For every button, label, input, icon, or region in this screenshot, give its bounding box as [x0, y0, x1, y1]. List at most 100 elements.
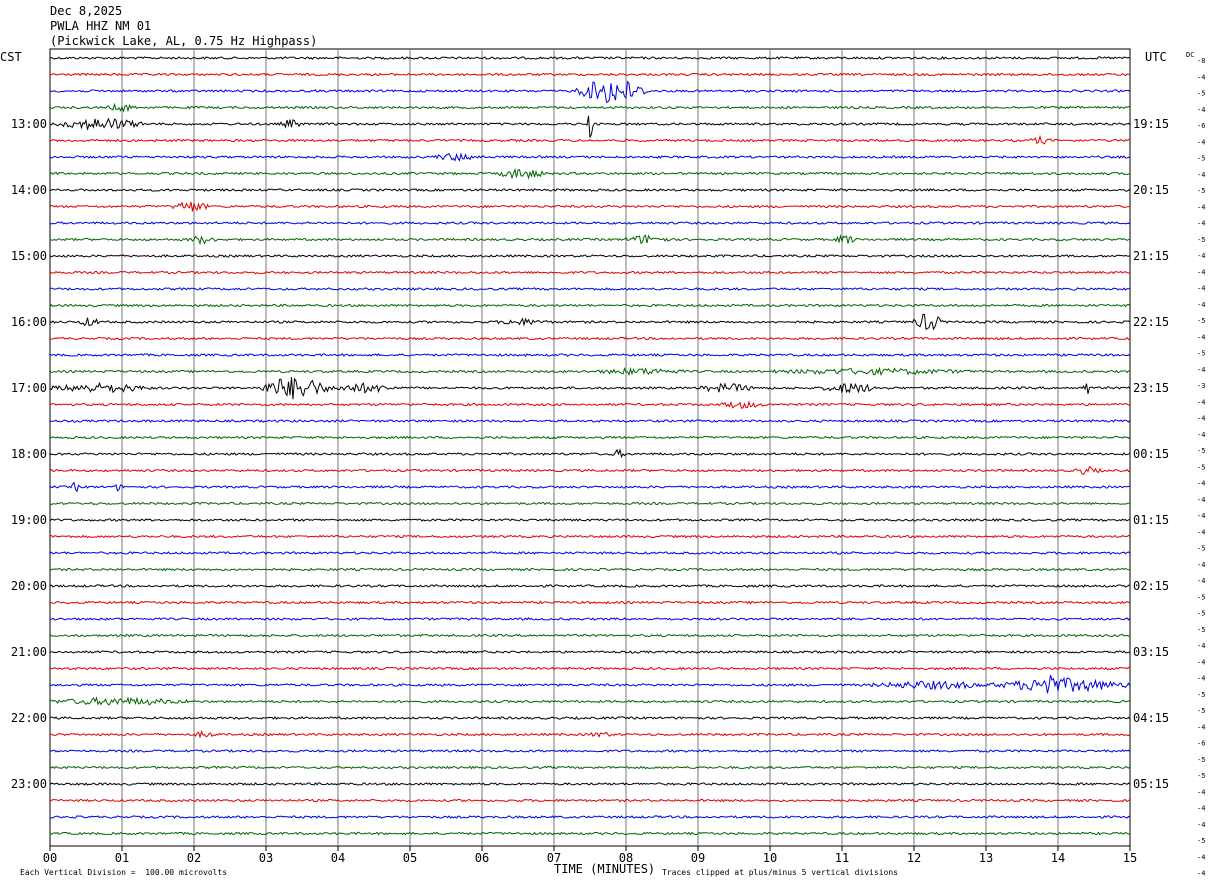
trace-line — [49, 167, 1131, 180]
dc-offset-label: -5 — [1197, 350, 1205, 358]
dc-offset-label: -5 — [1197, 236, 1205, 244]
dc-offset-label: -3 — [1197, 382, 1205, 390]
left-hour-label: 21:00 — [11, 645, 47, 659]
trace-line — [49, 749, 1131, 753]
left-timezone-label: CST — [0, 50, 22, 64]
left-hour-label: 16:00 — [11, 315, 47, 329]
x-tick-label: 00 — [43, 851, 57, 865]
x-tick-label: 06 — [475, 851, 489, 865]
left-hour-label: 17:00 — [11, 381, 47, 395]
dc-offset-label: -4 — [1197, 138, 1205, 146]
left-hour-label: 19:00 — [11, 513, 47, 527]
trace-line — [49, 534, 1131, 539]
trace-line — [49, 353, 1131, 357]
trace-line — [49, 72, 1131, 77]
trace-line — [49, 188, 1131, 192]
dc-offset-label: -4 — [1197, 203, 1205, 211]
trace-line — [49, 80, 1131, 103]
dc-offset-label: -6 — [1197, 122, 1205, 130]
trace-line — [49, 336, 1131, 341]
dc-offset-label: -4 — [1197, 561, 1205, 569]
trace-line — [49, 448, 1131, 459]
trace-line — [49, 831, 1131, 836]
dc-offset-label: -4 — [1197, 366, 1205, 374]
dc-offset-label: -4 — [1197, 301, 1205, 309]
dc-offset-label: -5 — [1197, 626, 1205, 634]
x-tick-label: 14 — [1051, 851, 1065, 865]
plot-frame — [49, 48, 1131, 847]
right-hour-label: 03:15 — [1133, 645, 1169, 659]
dc-offset-label: -4 — [1197, 398, 1205, 406]
trace-line — [49, 729, 1131, 739]
dc-offset-label: -4 — [1197, 821, 1205, 829]
dc-offset-label: -4 — [1197, 480, 1205, 488]
right-hour-label: 00:15 — [1133, 447, 1169, 461]
dc-offset-label: -4 — [1197, 805, 1205, 813]
x-tick-label: 15 — [1123, 851, 1137, 865]
right-hour-label: 04:15 — [1133, 711, 1169, 725]
right-hour-label: 01:15 — [1133, 513, 1169, 527]
left-hour-label: 23:00 — [11, 777, 47, 791]
dc-offset-label: -4 — [1197, 512, 1205, 520]
header-station: PWLA HHZ NM 01 — [50, 19, 152, 33]
x-tick-label: 10 — [763, 851, 777, 865]
left-hour-label: 14:00 — [11, 183, 47, 197]
trace-line — [49, 765, 1131, 770]
x-tick-label: 07 — [547, 851, 561, 865]
trace-line — [49, 435, 1131, 440]
dc-offset-label: -4 — [1197, 106, 1205, 114]
trace-line — [49, 633, 1131, 638]
dc-offset-label: -5 — [1197, 837, 1205, 845]
x-tick-label: 01 — [115, 851, 129, 865]
left-hour-label: 15:00 — [11, 249, 47, 263]
left-hour-label: 18:00 — [11, 447, 47, 461]
dc-offset-label: -6 — [1197, 740, 1205, 748]
trace-line — [49, 674, 1131, 694]
left-hour-label: 20:00 — [11, 579, 47, 593]
trace-line — [49, 377, 1131, 400]
x-tick-label: 09 — [691, 851, 705, 865]
x-tick-label: 03 — [259, 851, 273, 865]
x-tick-label: 11 — [835, 851, 849, 865]
trace-line — [49, 584, 1130, 588]
dc-offset-label: -4 — [1197, 870, 1205, 878]
dc-offset-label: -5 — [1197, 545, 1205, 553]
trace-line — [49, 798, 1131, 803]
trace-line — [49, 102, 1131, 113]
dc-offset-label: -5 — [1197, 317, 1205, 325]
right-hour-label: 02:15 — [1133, 579, 1169, 593]
trace-line — [49, 152, 1131, 162]
x-tick-label: 08 — [619, 851, 633, 865]
x-axis-title: TIME (MINUTES) — [554, 862, 656, 876]
trace-line — [49, 567, 1131, 572]
trace-line — [49, 254, 1131, 258]
trace-line — [49, 481, 1131, 493]
x-tick-label: 12 — [907, 851, 921, 865]
trace-line — [49, 716, 1131, 720]
dc-offset-label: -4 — [1197, 252, 1205, 260]
trace-line — [49, 115, 1131, 138]
trace-line — [50, 666, 1131, 671]
header-location: (Pickwick Lake, AL, 0.75 Hz Highpass) — [50, 34, 318, 48]
trace-line — [49, 233, 1131, 246]
dc-offset-label: -5 — [1197, 772, 1205, 780]
trace-line — [49, 419, 1131, 423]
scale-note: Each Vertical Division = 100.00 microvol… — [20, 868, 228, 877]
trace-line — [49, 313, 1131, 331]
trace-line — [49, 617, 1131, 621]
trace-line — [49, 782, 1131, 786]
right-hour-label: 19:15 — [1133, 117, 1169, 131]
dc-offset-label: -4 — [1197, 496, 1205, 504]
trace-line — [49, 201, 1131, 212]
header-date: Dec 8,2025 — [50, 4, 123, 18]
dc-offset-label: -5 — [1197, 756, 1205, 764]
dc-offset-label: -4 — [1197, 285, 1205, 293]
dc-offset-label: -4 — [1197, 415, 1205, 423]
right-hour-label: 21:15 — [1133, 249, 1169, 263]
trace-line — [49, 221, 1131, 225]
x-tick-label: 04 — [331, 851, 345, 865]
dc-offset-label: -4 — [1197, 658, 1205, 666]
dc-offset-label: -5 — [1197, 447, 1205, 455]
trace-line — [49, 303, 1131, 308]
